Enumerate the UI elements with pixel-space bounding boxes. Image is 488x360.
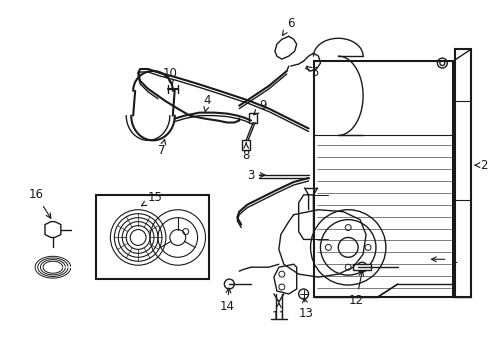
Text: 16: 16 [28,188,51,218]
Text: 5: 5 [306,66,318,80]
Bar [352,264,370,270]
Bar [242,140,249,150]
Bar [95,195,209,279]
Text: 10: 10 [162,67,177,86]
Text: 3: 3 [246,168,264,181]
Text: 8: 8 [242,143,249,162]
Text: 4: 4 [203,94,211,113]
Text: 2: 2 [473,159,487,172]
Text: 13: 13 [299,298,313,320]
Text: 14: 14 [220,288,234,313]
Text: 1: 1 [430,253,457,266]
Text: 7: 7 [158,140,165,157]
Text: 6: 6 [282,17,294,35]
Bar [248,113,257,122]
Text: 12: 12 [348,271,363,307]
Text: 11: 11 [271,303,286,323]
Text: 9: 9 [253,99,266,115]
Text: 15: 15 [142,191,162,206]
